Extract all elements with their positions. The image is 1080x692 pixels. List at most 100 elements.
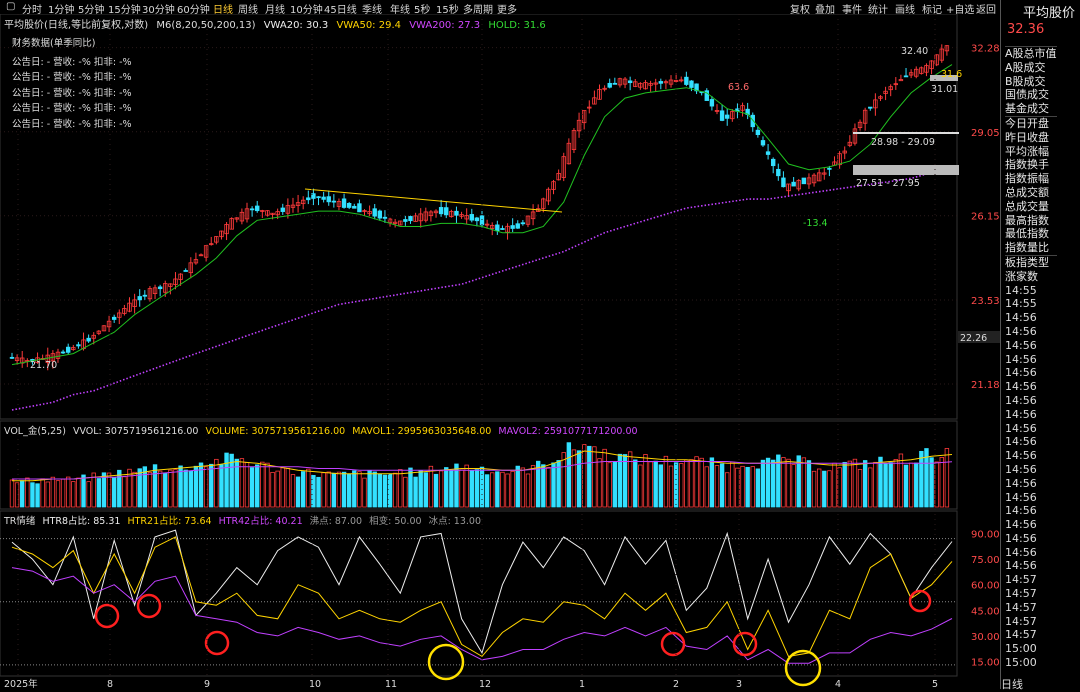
sidebar-item: B股成交 (1005, 74, 1046, 88)
volume-bar (627, 451, 633, 508)
candle (377, 210, 383, 219)
candle (173, 278, 178, 286)
candle (413, 215, 418, 222)
candle (561, 156, 566, 178)
toolbar-button[interactable]: +自选 (946, 5, 975, 16)
chart-canvas[interactable]: 21.18 23.53 26.15 29.05 32.28 21.70 63.6 -13.4 3… (0, 0, 1000, 689)
volume-bar (367, 470, 372, 508)
toggle-icon[interactable]: ▢ (6, 1, 16, 12)
candle (163, 283, 168, 293)
sidebar-item: 今日开盘 (1005, 115, 1057, 131)
candle (295, 202, 301, 206)
period-tab[interactable]: 30分钟 (142, 5, 175, 16)
volume-bar (300, 471, 306, 508)
candle (643, 82, 648, 90)
volume-bar (224, 452, 229, 508)
candle (423, 211, 429, 221)
toolbar-button[interactable]: 返回 (976, 5, 996, 16)
period-tab[interactable]: 1分钟 (48, 5, 75, 16)
candle (96, 330, 102, 334)
sidebar-item: 涨家数 (1005, 269, 1038, 283)
candle (862, 109, 868, 124)
candle (944, 45, 950, 52)
candle (270, 212, 275, 215)
candle (581, 110, 587, 124)
volume-bar (495, 471, 500, 508)
period-tab[interactable]: 15秒 (436, 5, 459, 16)
period-tab[interactable]: 5秒 (414, 5, 431, 16)
candle (331, 200, 337, 203)
candle (229, 218, 234, 230)
sidebar-item: 14:56 (1005, 380, 1037, 394)
period-label: 日线 (1001, 678, 1023, 691)
candle (822, 172, 827, 175)
period-tab[interactable]: 45日线 (324, 5, 357, 16)
candle (280, 207, 285, 212)
candle (592, 97, 597, 105)
candle (336, 201, 342, 207)
candle (714, 110, 720, 112)
period-tab[interactable]: 周线 (238, 5, 258, 16)
volume-bar (725, 472, 730, 508)
period-tab[interactable]: 15分钟 (108, 5, 141, 16)
toolbar-button[interactable]: 画线 (895, 5, 915, 16)
volume-bar (750, 466, 755, 508)
htr21-label: HTR21占比: 73.64 (127, 516, 212, 527)
period-tab[interactable]: 10分钟 (290, 5, 323, 16)
candle (142, 294, 148, 297)
x-tick-label: 1 (579, 679, 585, 689)
volume-bar (71, 481, 76, 508)
volume-bar (428, 465, 434, 508)
volume-bar (25, 477, 30, 508)
last-price-label: 22.26 (960, 333, 987, 344)
candle (515, 223, 520, 229)
volume-bar (14, 482, 20, 508)
candle (316, 196, 321, 199)
toolbar-button[interactable]: 标记 (922, 5, 942, 16)
period-tab[interactable]: 季线 (362, 5, 382, 16)
period-tab[interactable]: 分时 (22, 5, 42, 16)
candle (638, 82, 643, 88)
volume-bar (132, 471, 137, 508)
period-tab[interactable]: 更多 (497, 5, 517, 16)
sidebar-item: 14:56 (1005, 338, 1037, 352)
period-tab[interactable]: 月线 (265, 5, 285, 16)
volume-bar (924, 448, 929, 508)
sidebar-item: 14:57 (1005, 628, 1037, 642)
volume-bar (275, 470, 280, 508)
period-tab[interactable]: 年线 (390, 5, 410, 16)
candle (612, 82, 618, 85)
period-tab[interactable]: 多周期 (463, 5, 493, 16)
period-tab[interactable]: 5分钟 (78, 5, 105, 16)
toolbar-button[interactable]: 事件 (842, 5, 862, 16)
price-annotation: 31.01 (931, 84, 958, 95)
toolbar-button[interactable]: 统计 (868, 5, 888, 16)
candle (234, 217, 239, 220)
volume-bar (382, 474, 388, 508)
candle (653, 82, 658, 85)
signal-circle (784, 649, 822, 687)
volume-bar (316, 476, 321, 508)
period-tab[interactable]: 60分钟 (177, 5, 210, 16)
candle (55, 351, 61, 359)
candle (157, 286, 163, 290)
volume-bar (55, 480, 61, 508)
toolbar-button[interactable]: 复权 (790, 5, 810, 16)
y-tick-label: 23.53 (971, 296, 1000, 307)
toolbar-button[interactable]: 叠加 (815, 5, 835, 16)
period-tab[interactable]: 日线 (213, 5, 233, 16)
candle (622, 78, 628, 85)
candle (306, 197, 311, 201)
candle (760, 140, 766, 146)
boil-label: 沸点: 87.00 (309, 516, 363, 527)
sidebar-item: 14:56 (1005, 490, 1037, 504)
sidebar-item: 14:57 (1005, 614, 1037, 628)
candle (791, 181, 796, 187)
sidebar-item: 板指类型 (1005, 254, 1057, 270)
financial-row: 公告日: - 营收: -% 扣非: -% (12, 87, 132, 99)
candle (408, 216, 413, 222)
volume-bar (740, 465, 745, 508)
candle (101, 325, 107, 332)
candle (541, 198, 546, 209)
candle (914, 68, 919, 77)
